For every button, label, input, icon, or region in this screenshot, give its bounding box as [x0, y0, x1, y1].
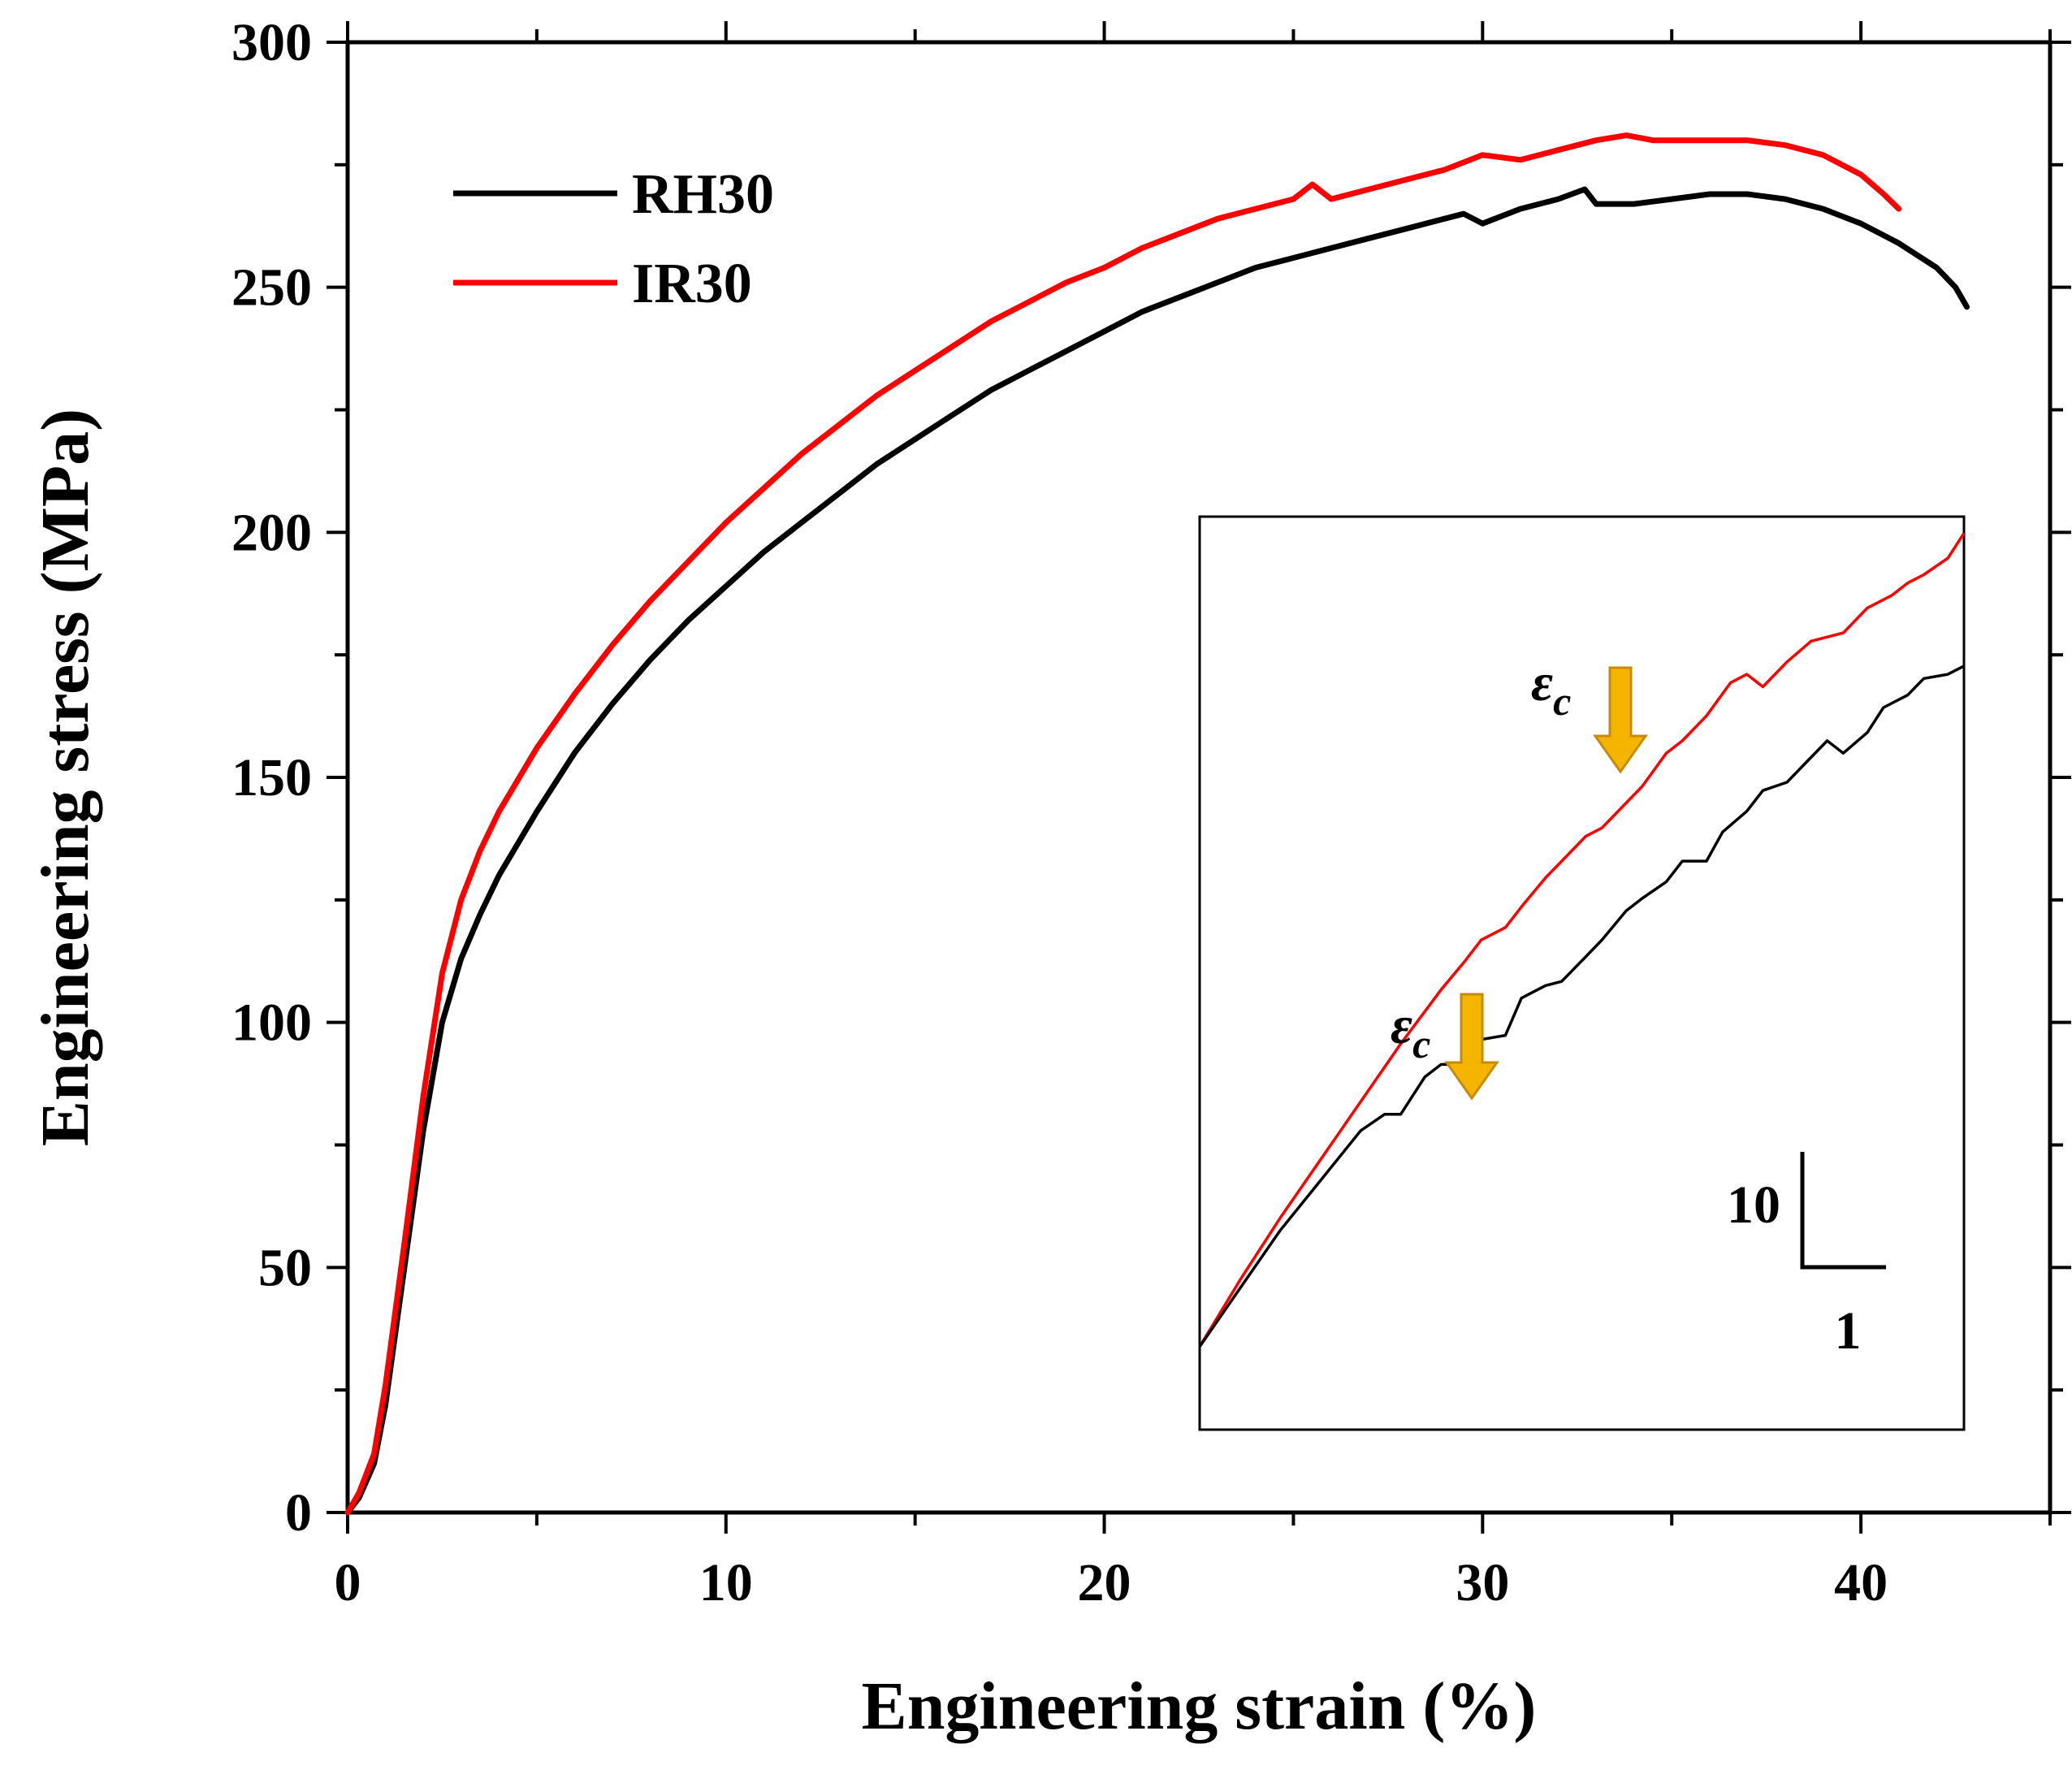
- critical-strain-arrow-rh30: [1444, 993, 1499, 1101]
- inset-series-line-rh30: [1198, 664, 1965, 1348]
- series-line-ir30: [344, 132, 1902, 1516]
- legend: RH30 IR30: [453, 163, 774, 315]
- y-axis-title: Engineering stress (MPa): [28, 409, 103, 1146]
- x-tick-label: 10: [699, 1553, 753, 1612]
- critical-strain-label-ir30: εc: [1531, 653, 1571, 724]
- main-series: [344, 132, 1970, 1516]
- tick-marks: [327, 21, 2071, 1534]
- x-tick-label: 30: [1456, 1553, 1509, 1612]
- x-tick-label: 20: [1078, 1553, 1131, 1612]
- y-tick-label: 200: [231, 503, 312, 562]
- series-line-rh30: [344, 186, 1970, 1516]
- legend-label-ir30: IR30: [632, 253, 752, 315]
- y-tick-label: 0: [285, 1483, 312, 1543]
- scale-bar-horizontal-label: 1: [1835, 1301, 1862, 1361]
- inset-frame: [1198, 515, 1966, 1431]
- y-tick-label: 150: [231, 748, 312, 807]
- critical-strain-arrow-ir30: [1593, 666, 1648, 774]
- y-tick-label: 100: [231, 993, 312, 1053]
- inset-plot: εc εc 10 1: [1198, 515, 1966, 1431]
- critical-strain-label-rh30: εc: [1391, 996, 1430, 1067]
- y-tick-label: 50: [258, 1238, 312, 1297]
- tick-labels: 0 10 20 30 40 0 50 100 150 200 250 300: [231, 13, 1888, 1612]
- inset-series-line-ir30: [1198, 532, 1966, 1348]
- scale-bar-vertical-label: 10: [1727, 1175, 1780, 1235]
- inset-scale-bar: [1800, 1152, 1886, 1270]
- x-tick-label: 40: [1834, 1553, 1888, 1612]
- x-axis-title: Engineering strain (%): [862, 1668, 1537, 1744]
- x-tick-label: 0: [335, 1553, 361, 1612]
- y-tick-label: 250: [231, 258, 312, 318]
- legend-label-rh30: RH30: [632, 163, 774, 226]
- y-tick-label: 300: [231, 13, 312, 72]
